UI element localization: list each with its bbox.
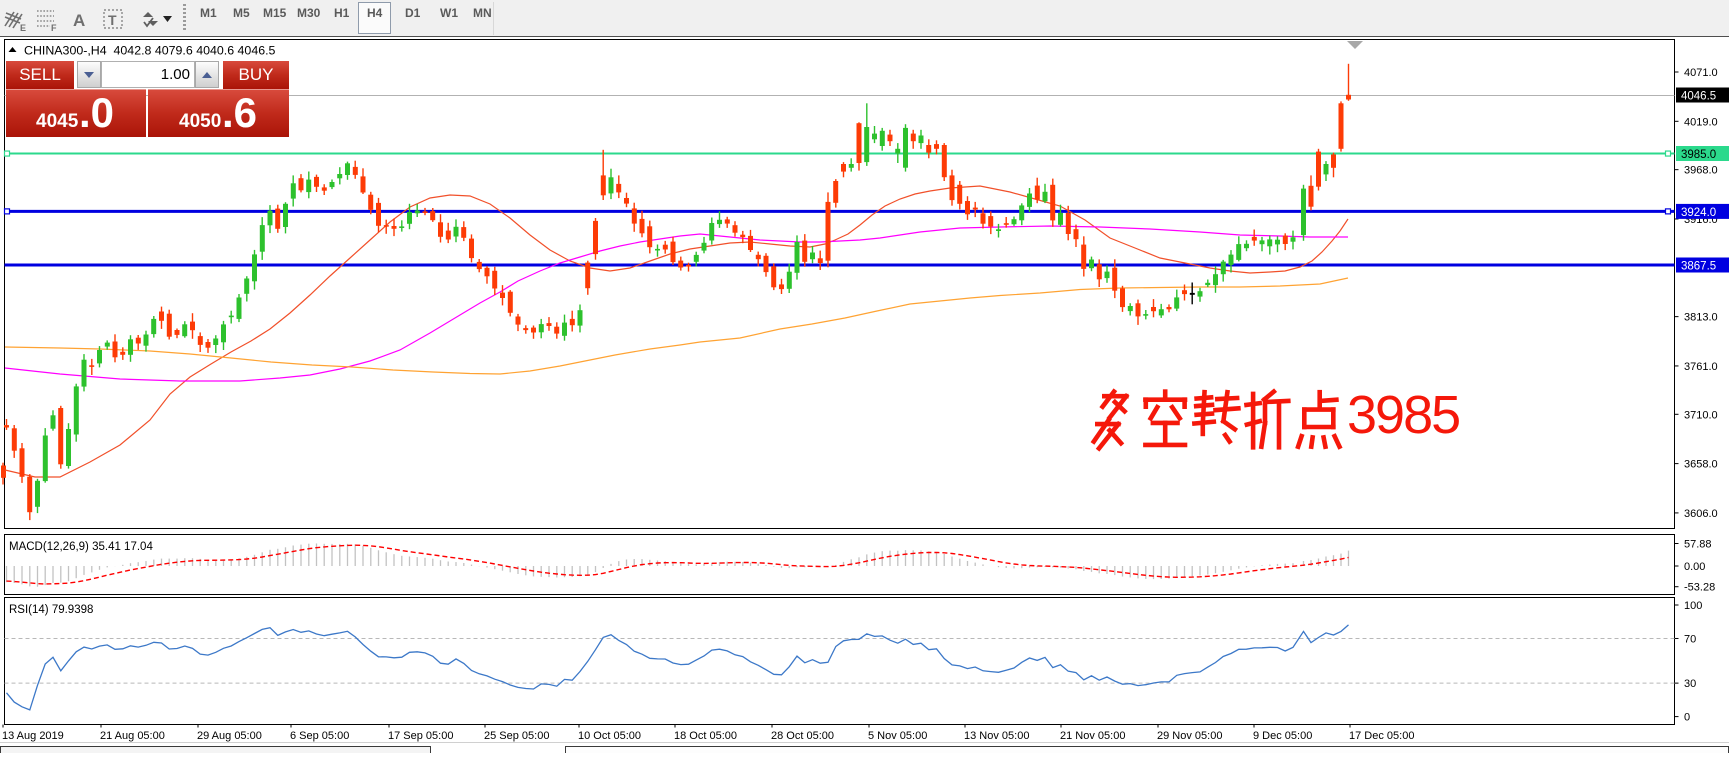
svg-text:17 Sep 05:00: 17 Sep 05:00 bbox=[388, 730, 453, 742]
svg-text:18 Oct 05:00: 18 Oct 05:00 bbox=[674, 730, 737, 742]
svg-text:9 Dec 05:00: 9 Dec 05:00 bbox=[1253, 730, 1312, 742]
svg-text:3985: 3985 bbox=[1347, 385, 1459, 445]
svg-text:RSI(14) 79.9398: RSI(14) 79.9398 bbox=[9, 604, 93, 616]
svg-text:4019.0: 4019.0 bbox=[1684, 116, 1718, 128]
svg-text:30: 30 bbox=[1684, 678, 1696, 690]
svg-text:T: T bbox=[108, 12, 117, 28]
svg-text:3658.0: 3658.0 bbox=[1684, 459, 1718, 471]
svg-text:10 Oct 05:00: 10 Oct 05:00 bbox=[578, 730, 641, 742]
svg-text:3710.0: 3710.0 bbox=[1684, 409, 1718, 421]
svg-text:3867.5: 3867.5 bbox=[1681, 261, 1716, 273]
svg-text:4071.0: 4071.0 bbox=[1684, 67, 1718, 79]
svg-text:3813.0: 3813.0 bbox=[1684, 312, 1718, 324]
svg-text:F: F bbox=[51, 23, 57, 33]
svg-text:0.00: 0.00 bbox=[1684, 561, 1705, 573]
svg-text:21 Nov 05:00: 21 Nov 05:00 bbox=[1060, 730, 1125, 742]
svg-text:70: 70 bbox=[1684, 634, 1696, 646]
svg-text:3761.0: 3761.0 bbox=[1684, 361, 1718, 373]
svg-text:28 Oct 05:00: 28 Oct 05:00 bbox=[771, 730, 834, 742]
svg-text:21 Aug 05:00: 21 Aug 05:00 bbox=[100, 730, 165, 742]
svg-text:29 Aug 05:00: 29 Aug 05:00 bbox=[197, 730, 262, 742]
svg-text:29 Nov 05:00: 29 Nov 05:00 bbox=[1157, 730, 1222, 742]
svg-text:6 Sep 05:00: 6 Sep 05:00 bbox=[290, 730, 349, 742]
svg-text:25 Sep 05:00: 25 Sep 05:00 bbox=[484, 730, 549, 742]
svg-text:A: A bbox=[73, 11, 85, 30]
svg-text:57.88: 57.88 bbox=[1684, 539, 1712, 551]
svg-text:17 Dec 05:00: 17 Dec 05:00 bbox=[1349, 730, 1414, 742]
svg-text:13 Nov 05:00: 13 Nov 05:00 bbox=[964, 730, 1029, 742]
svg-text:4046.5: 4046.5 bbox=[1681, 91, 1716, 103]
svg-text:-53.28: -53.28 bbox=[1684, 582, 1715, 594]
svg-text:3924.0: 3924.0 bbox=[1681, 207, 1716, 219]
svg-text:0: 0 bbox=[1684, 712, 1690, 724]
svg-text:E: E bbox=[20, 23, 26, 33]
svg-text:3606.0: 3606.0 bbox=[1684, 508, 1718, 520]
svg-text:13 Aug 2019: 13 Aug 2019 bbox=[2, 730, 64, 742]
svg-text:100: 100 bbox=[1684, 600, 1702, 612]
svg-text:3985.0: 3985.0 bbox=[1681, 149, 1716, 161]
svg-text:CHINA300-,H4 4042.8 4079.6 40: CHINA300-,H4 4042.8 4079.6 4040.6 4046.5 bbox=[24, 44, 276, 58]
svg-text:3968.0: 3968.0 bbox=[1684, 165, 1718, 177]
svg-text:MACD(12,26,9) 35.41 17.04: MACD(12,26,9) 35.41 17.04 bbox=[9, 541, 153, 553]
svg-text:5 Nov 05:00: 5 Nov 05:00 bbox=[868, 730, 927, 742]
